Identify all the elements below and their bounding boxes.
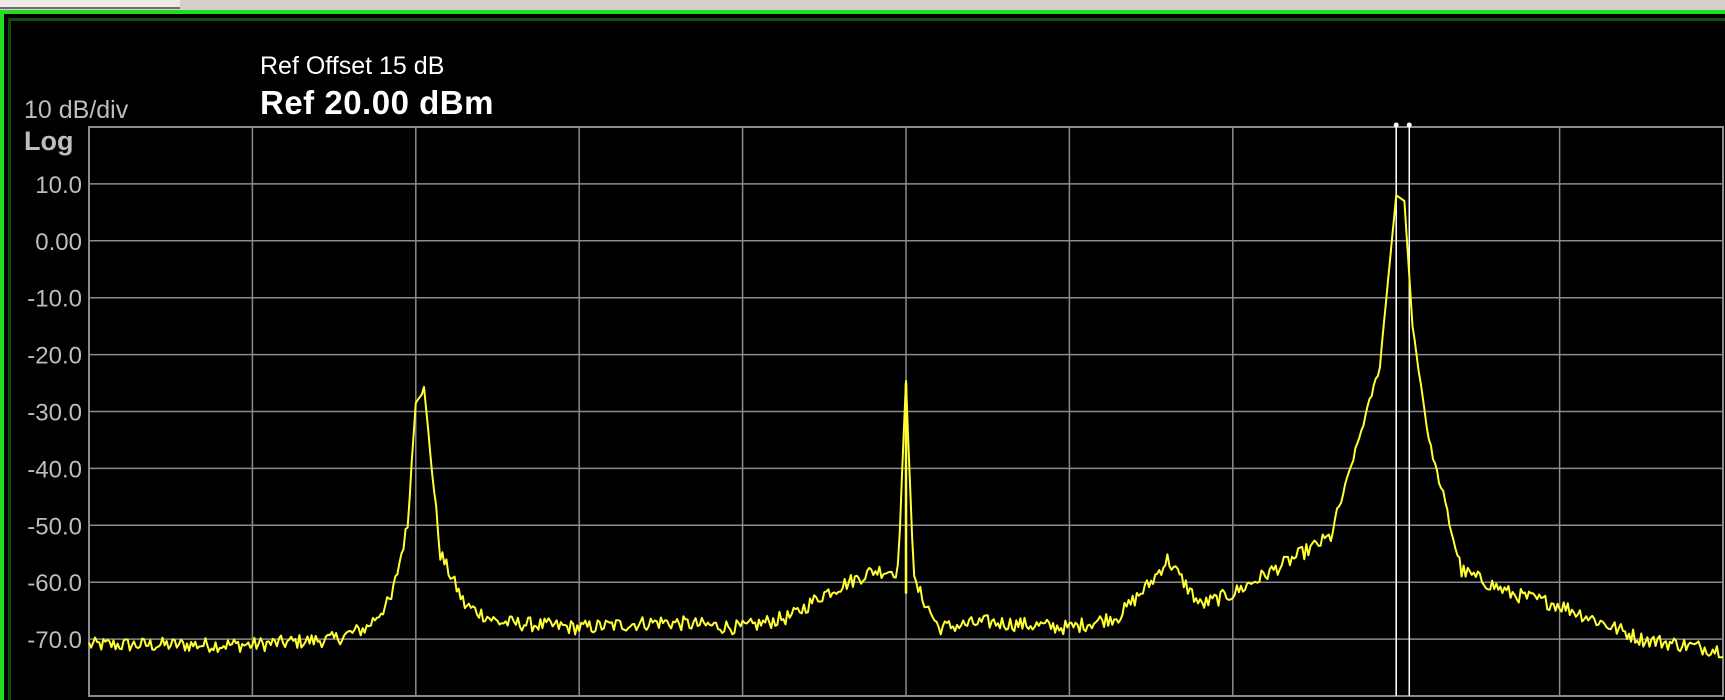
scale-type-label: Log (24, 126, 74, 156)
y-tick-label: -40.0 (27, 456, 82, 483)
window-tab[interactable] (0, 0, 180, 9)
y-tick-label: -70.0 (27, 627, 82, 654)
y-tick-label: 10.0 (35, 172, 82, 199)
y-tick-label: -10.0 (27, 286, 82, 313)
ref-level-label[interactable]: Ref 20.00 dBm (260, 84, 494, 121)
spectrum-display: Ref Offset 15 dB Ref 20.00 dBm 10 dB/div… (0, 10, 1725, 700)
window-top-bar (0, 0, 1725, 10)
y-tick-label: -20.0 (27, 343, 82, 370)
scale-per-div-label[interactable]: 10 dB/div (24, 96, 129, 124)
marker-dot (1406, 122, 1412, 128)
y-tick-label: -50.0 (27, 513, 82, 540)
marker-dot (1393, 122, 1399, 128)
trace-line (88, 194, 1724, 659)
ref-offset-label: Ref Offset 15 dB (260, 52, 445, 80)
y-tick-label: 0.00 (35, 229, 82, 256)
graticule-border (88, 126, 1724, 697)
spectrum-plot: 10.0 0.00 -10.0 -20.0 -30.0 -40.0 -50.0 -60.0 -7… (27, 122, 1724, 697)
y-tick-label: -60.0 (27, 570, 82, 597)
y-tick-label: -30.0 (27, 400, 82, 427)
